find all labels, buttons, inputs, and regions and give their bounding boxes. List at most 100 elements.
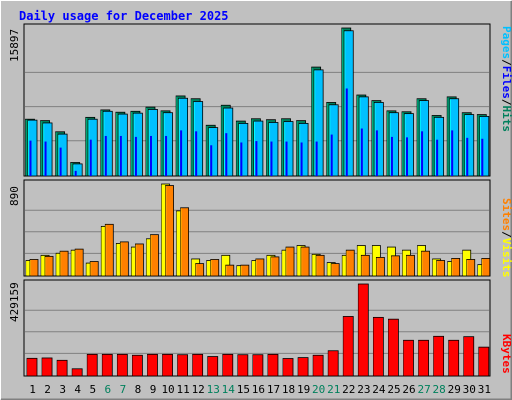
kbytes-bar-3	[56, 359, 68, 377]
kbytes-bar-19	[297, 357, 309, 377]
sites-bar-18	[285, 246, 295, 277]
files-bar-22	[345, 88, 348, 176]
pages-bar-12	[193, 101, 204, 177]
pages-bar-4	[72, 163, 83, 177]
kbytes-bar-18	[282, 358, 294, 377]
sites-bar-31	[481, 258, 491, 277]
legend-item: /	[500, 59, 512, 66]
sites-bar-4	[74, 248, 84, 277]
pages-bar-22	[343, 30, 354, 177]
kbytes-bar-7	[116, 353, 128, 377]
sites-bar-19	[300, 246, 310, 277]
kbytes-bar-11	[177, 354, 189, 377]
files-bar-10	[165, 135, 168, 176]
sites-bar-10	[165, 185, 174, 277]
sites-bar-7	[119, 241, 129, 277]
files-bar-26	[406, 137, 408, 176]
x-label-22: 22	[342, 383, 355, 396]
pages-bar-29	[449, 98, 460, 177]
legend-item: Pages	[500, 26, 512, 59]
pages-bar-28	[434, 116, 445, 177]
x-axis-labels: 1 2 3 4 5 6 7 8 9 10 11 12 13 14 15 16 17 18 19 20 21 22 23 24 2…	[29, 383, 491, 396]
x-label-14: 14	[222, 383, 236, 396]
sites-bar-22	[345, 249, 355, 277]
sites-bar-16	[255, 258, 265, 277]
kbytes-bar-20	[312, 354, 324, 377]
x-label-11: 11	[177, 383, 190, 396]
kbytes-bar-26	[403, 339, 414, 377]
x-label-9: 9	[150, 383, 157, 396]
sites-bar-15	[240, 264, 250, 277]
kbytes-bar-24	[372, 316, 384, 377]
pages-bar-16	[253, 120, 264, 177]
kbytes-bar-2	[41, 357, 53, 377]
x-label-16: 16	[252, 383, 265, 396]
pages-bar-26	[404, 113, 414, 177]
sites-bar-27	[421, 250, 430, 277]
kbytes-bar-21	[327, 350, 339, 377]
files-bar-3	[59, 147, 62, 176]
files-bar-31	[481, 138, 484, 176]
legend-item: KBytes	[500, 334, 512, 374]
x-label-7: 7	[120, 383, 127, 396]
sites-bar-14	[225, 264, 235, 277]
x-label-13: 13	[207, 383, 220, 396]
files-bar-21	[330, 134, 333, 176]
kbytes-bar-31	[478, 346, 490, 377]
files-bar-11	[180, 130, 183, 176]
pages-bar-15	[238, 122, 249, 177]
files-bar-17	[270, 141, 273, 176]
x-label-24: 24	[372, 383, 386, 396]
legend-item: /	[500, 231, 512, 238]
x-label-28: 28	[433, 383, 446, 396]
sites-bar-9	[150, 234, 159, 277]
kbytes-bar-15	[237, 354, 249, 377]
sites-bar-3	[59, 250, 69, 277]
sites-bar-6	[104, 223, 114, 277]
files-bar-4	[74, 170, 77, 176]
kbytes-bar-8	[132, 354, 143, 377]
x-label-15: 15	[237, 383, 250, 396]
kbytes-bar-28	[433, 335, 445, 377]
kbytes-bar-14	[222, 353, 234, 377]
x-label-12: 12	[192, 383, 205, 396]
x-label-20: 20	[312, 383, 325, 396]
files-bar-30	[466, 137, 469, 176]
pages-bar-30	[464, 114, 475, 177]
kbytes-bar-13	[207, 356, 219, 377]
pages-bar-6	[102, 110, 113, 177]
y-max-label-middle: 890	[8, 186, 21, 206]
sites-bar-23	[360, 254, 370, 277]
pages-bar-5	[87, 118, 98, 177]
files-bar-16	[255, 141, 258, 176]
x-label-4: 4	[74, 383, 81, 396]
files-bar-9	[149, 135, 152, 176]
x-label-1: 1	[29, 383, 36, 396]
x-label-8: 8	[135, 383, 142, 396]
sites-bar-17	[270, 256, 280, 277]
legend-item: Visits	[500, 238, 512, 278]
files-bar-14	[225, 133, 228, 176]
files-bar-15	[240, 142, 243, 176]
legend-item: Sites	[500, 198, 512, 231]
kbytes-bar-4	[71, 368, 83, 377]
x-label-3: 3	[59, 383, 66, 396]
files-bar-1	[29, 140, 32, 176]
sites-bar-29	[451, 258, 461, 277]
sites-bar-20	[315, 254, 325, 277]
pages-bar-13	[208, 127, 219, 177]
sites-bar-24	[375, 256, 385, 277]
pages-bar-3	[57, 133, 68, 177]
kbytes-bar-1	[26, 357, 38, 377]
x-label-10: 10	[161, 383, 174, 396]
legend-item: /	[500, 99, 512, 106]
y-max-label-bottom: 429159	[8, 282, 21, 322]
pages-bar-19	[298, 122, 309, 177]
pages-bar-1	[27, 119, 38, 177]
kbytes-bar-5	[86, 353, 98, 377]
kbytes-bar-30	[463, 336, 475, 377]
chart-title: Daily usage for December 2025	[19, 9, 229, 23]
sites-bar-28	[436, 260, 446, 277]
